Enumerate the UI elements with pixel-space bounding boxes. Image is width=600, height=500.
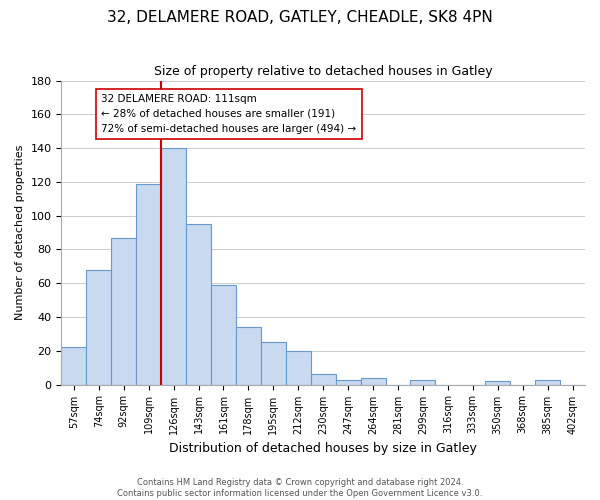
Title: Size of property relative to detached houses in Gatley: Size of property relative to detached ho… xyxy=(154,65,493,78)
Bar xyxy=(261,342,286,384)
Text: 32 DELAMERE ROAD: 111sqm
← 28% of detached houses are smaller (191)
72% of semi-: 32 DELAMERE ROAD: 111sqm ← 28% of detach… xyxy=(101,94,356,134)
Bar xyxy=(286,351,311,384)
Bar xyxy=(335,380,361,384)
Text: Contains HM Land Registry data © Crown copyright and database right 2024.
Contai: Contains HM Land Registry data © Crown c… xyxy=(118,478,482,498)
Bar xyxy=(236,327,261,384)
Bar xyxy=(410,380,436,384)
Bar xyxy=(136,184,161,384)
Bar xyxy=(211,285,236,384)
Bar xyxy=(186,224,211,384)
Bar xyxy=(361,378,386,384)
Bar xyxy=(86,270,111,384)
Bar xyxy=(535,380,560,384)
Bar xyxy=(485,381,510,384)
Bar xyxy=(61,348,86,385)
Bar xyxy=(311,374,335,384)
Y-axis label: Number of detached properties: Number of detached properties xyxy=(15,145,25,320)
Bar xyxy=(161,148,186,384)
Text: 32, DELAMERE ROAD, GATLEY, CHEADLE, SK8 4PN: 32, DELAMERE ROAD, GATLEY, CHEADLE, SK8 … xyxy=(107,10,493,25)
Bar xyxy=(111,238,136,384)
X-axis label: Distribution of detached houses by size in Gatley: Distribution of detached houses by size … xyxy=(169,442,477,455)
